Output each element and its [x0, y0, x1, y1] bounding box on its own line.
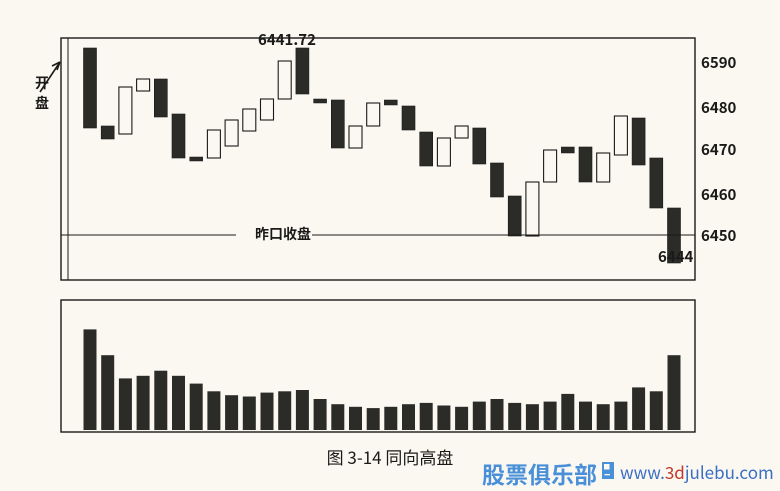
svg-text:6480: 6480 [701, 97, 737, 118]
svg-text:6590: 6590 [701, 52, 737, 73]
svg-text:6470: 6470 [701, 139, 737, 160]
svg-text:6444: 6444 [658, 246, 694, 267]
svg-text:6441.72: 6441.72 [258, 29, 316, 50]
svg-text:盘: 盘 [35, 93, 49, 113]
svg-text:6450: 6450 [701, 225, 737, 246]
svg-text:www.3djulebu.com: www.3djulebu.com [620, 459, 774, 484]
svg-text:开: 开 [35, 73, 49, 93]
svg-text:6460: 6460 [701, 184, 737, 205]
svg-text:昨口收盘: 昨口收盘 [255, 224, 311, 244]
svg-text:股票俱乐部: 股票俱乐部 [482, 456, 597, 490]
svg-text:图 3-14 同向高盘: 图 3-14 同向高盘 [327, 444, 454, 469]
